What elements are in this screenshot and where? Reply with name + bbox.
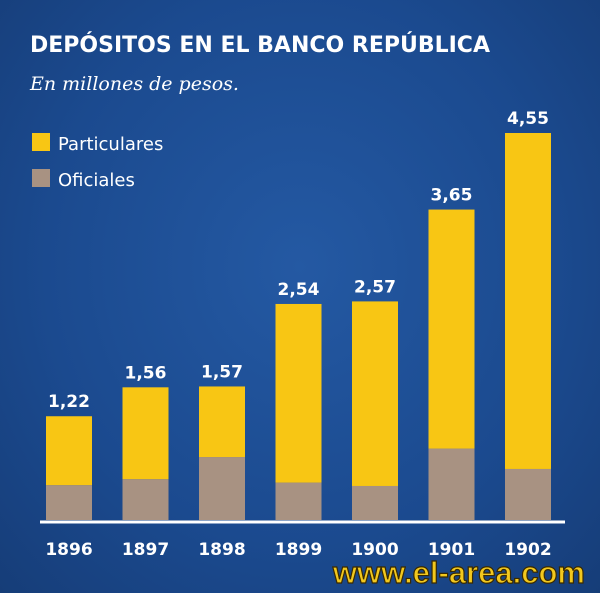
data-label-1899: 2,54 xyxy=(278,280,320,300)
legend-label-oficiales: Oficiales xyxy=(58,170,135,191)
bar-particulares-1897 xyxy=(122,387,169,480)
bar-oficiales-1900 xyxy=(352,485,398,520)
x-tick-label-1897: 1897 xyxy=(122,540,169,560)
bar-oficiales-1901 xyxy=(428,448,475,520)
legend-swatch-oficiales xyxy=(32,169,50,187)
watermark: www.el-area.com xyxy=(332,555,585,590)
x-tick-label-1901: 1901 xyxy=(428,540,475,560)
bar-oficiales-1898 xyxy=(199,457,245,520)
bar-oficiales-1899 xyxy=(275,482,322,520)
bar-particulares-1901 xyxy=(428,209,475,449)
data-label-1896: 1,22 xyxy=(48,392,90,412)
bar-particulares-1899 xyxy=(275,303,322,483)
x-tick-label-1896: 1896 xyxy=(45,540,92,560)
legend-label-particulares: Particulares xyxy=(58,134,163,155)
x-tick-label-1900: 1900 xyxy=(351,540,398,560)
x-tick-label-1899: 1899 xyxy=(275,540,322,560)
bar-oficiales-1897 xyxy=(122,479,169,520)
bar-particulares-1900 xyxy=(352,301,398,486)
data-label-1902: 4,55 xyxy=(507,109,549,129)
chart-title: DEPÓSITOS EN EL BANCO REPÚBLICA xyxy=(30,32,490,58)
x-tick-label-1898: 1898 xyxy=(198,540,245,560)
data-label-1898: 1,57 xyxy=(201,362,243,382)
data-label-1901: 3,65 xyxy=(431,186,473,206)
bar-particulares-1896 xyxy=(46,416,92,486)
x-tick-label-1902: 1902 xyxy=(504,540,551,560)
legend-swatch-particulares xyxy=(32,133,50,151)
bar-oficiales-1902 xyxy=(505,468,551,520)
chart-subtitle: En millones de pesos. xyxy=(29,73,239,95)
bar-particulares-1902 xyxy=(505,133,551,469)
data-label-1897: 1,56 xyxy=(125,363,167,383)
data-label-1900: 2,57 xyxy=(354,277,396,297)
bar-oficiales-1896 xyxy=(46,485,92,520)
bar-particulares-1898 xyxy=(199,386,245,458)
